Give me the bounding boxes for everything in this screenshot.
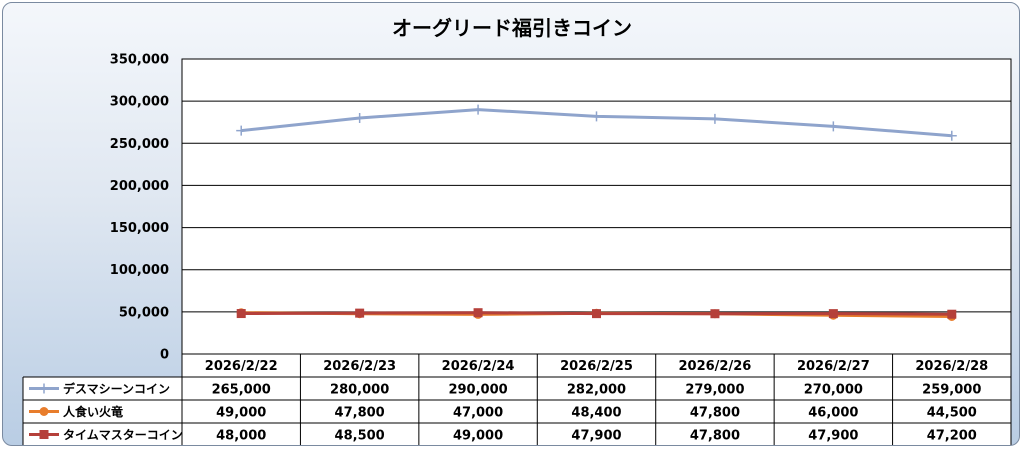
table-cell-value: 282,000 [567,383,626,398]
legend-entry: デスマシーンコイン [63,381,170,396]
table-cell-value: 259,000 [922,383,981,398]
table-cell-value: 290,000 [448,383,507,398]
data-point [355,308,365,318]
table-cell-value: 265,000 [212,383,271,398]
legend-marker [39,407,49,416]
y-axis-ticks: 0 50,000 100,000 150,000 200,000 250,000 300,0… [110,53,169,363]
legend-marker [39,383,49,394]
table-cell-value: 48,500 [335,429,385,444]
data-point [947,309,957,319]
data-point [946,130,957,141]
table-cell-value: 47,900 [808,429,858,444]
table-cell-value: 49,000 [216,406,266,421]
table-cell-value: 47,800 [690,429,740,444]
data-point [592,309,601,319]
data-point [710,309,720,319]
table-cell-value: 47,800 [690,406,740,421]
table-cell-value: 279,000 [685,383,744,398]
x-tick-label: 2026/2/26 [679,359,752,374]
y-tick-label: 200,000 [110,179,169,194]
data-table: 2026/2/22 2026/2/23 2026/2/24 2026/2/25 2026… [22,353,1012,445]
y-tick-label: 0 [160,348,169,363]
x-tick-label: 2026/2/27 [797,359,870,374]
legend-entry: 人食い火竜 [63,404,123,419]
x-tick-label: 2026/2/25 [560,359,633,374]
x-tick-label: 2026/2/23 [323,359,396,374]
table-cell-value: 280,000 [330,383,389,398]
table-cell-value: 47,200 [927,429,977,444]
y-tick-label: 250,000 [110,137,169,152]
plot-area [181,58,1012,355]
chart-title: オーグリード福引きコイン [392,16,632,40]
series-layer [236,104,957,321]
x-tick-label: 2026/2/24 [442,359,515,374]
data-point [709,113,720,124]
table-cell-value: 47,000 [453,406,503,421]
table-cell-value: 47,900 [571,429,621,444]
x-tick-label: 2026/2/28 [915,359,988,374]
table-cell-value: 47,800 [335,406,385,421]
data-point [828,309,838,319]
data-point [236,309,246,319]
table-cell-value: 49,000 [453,429,503,444]
table-cell-value: 270,000 [804,383,863,398]
y-tick-label: 300,000 [110,95,169,110]
legend-entry: タイムマスターコイン [63,428,183,442]
data-point [236,125,247,136]
table-cell-value: 48,400 [571,406,621,421]
table-cell-value: 44,500 [927,406,977,421]
chart-svg: オーグリード福引きコイン 0 50,000 100,000 150,000 200,00… [22,16,1012,445]
data-point [473,104,484,115]
table-cell-value: 46,000 [808,406,858,421]
data-point [473,308,483,318]
y-tick-label: 50,000 [119,305,169,320]
x-tick-label: 2026/2/22 [205,359,278,374]
y-tick-label: 350,000 [110,53,169,68]
data-point [354,113,365,123]
y-tick-label: 100,000 [110,263,169,278]
data-point [828,121,839,132]
legend-marker [39,430,49,439]
table-cell-value: 48,000 [216,429,266,444]
data-point [591,111,602,122]
y-tick-label: 150,000 [110,221,169,236]
